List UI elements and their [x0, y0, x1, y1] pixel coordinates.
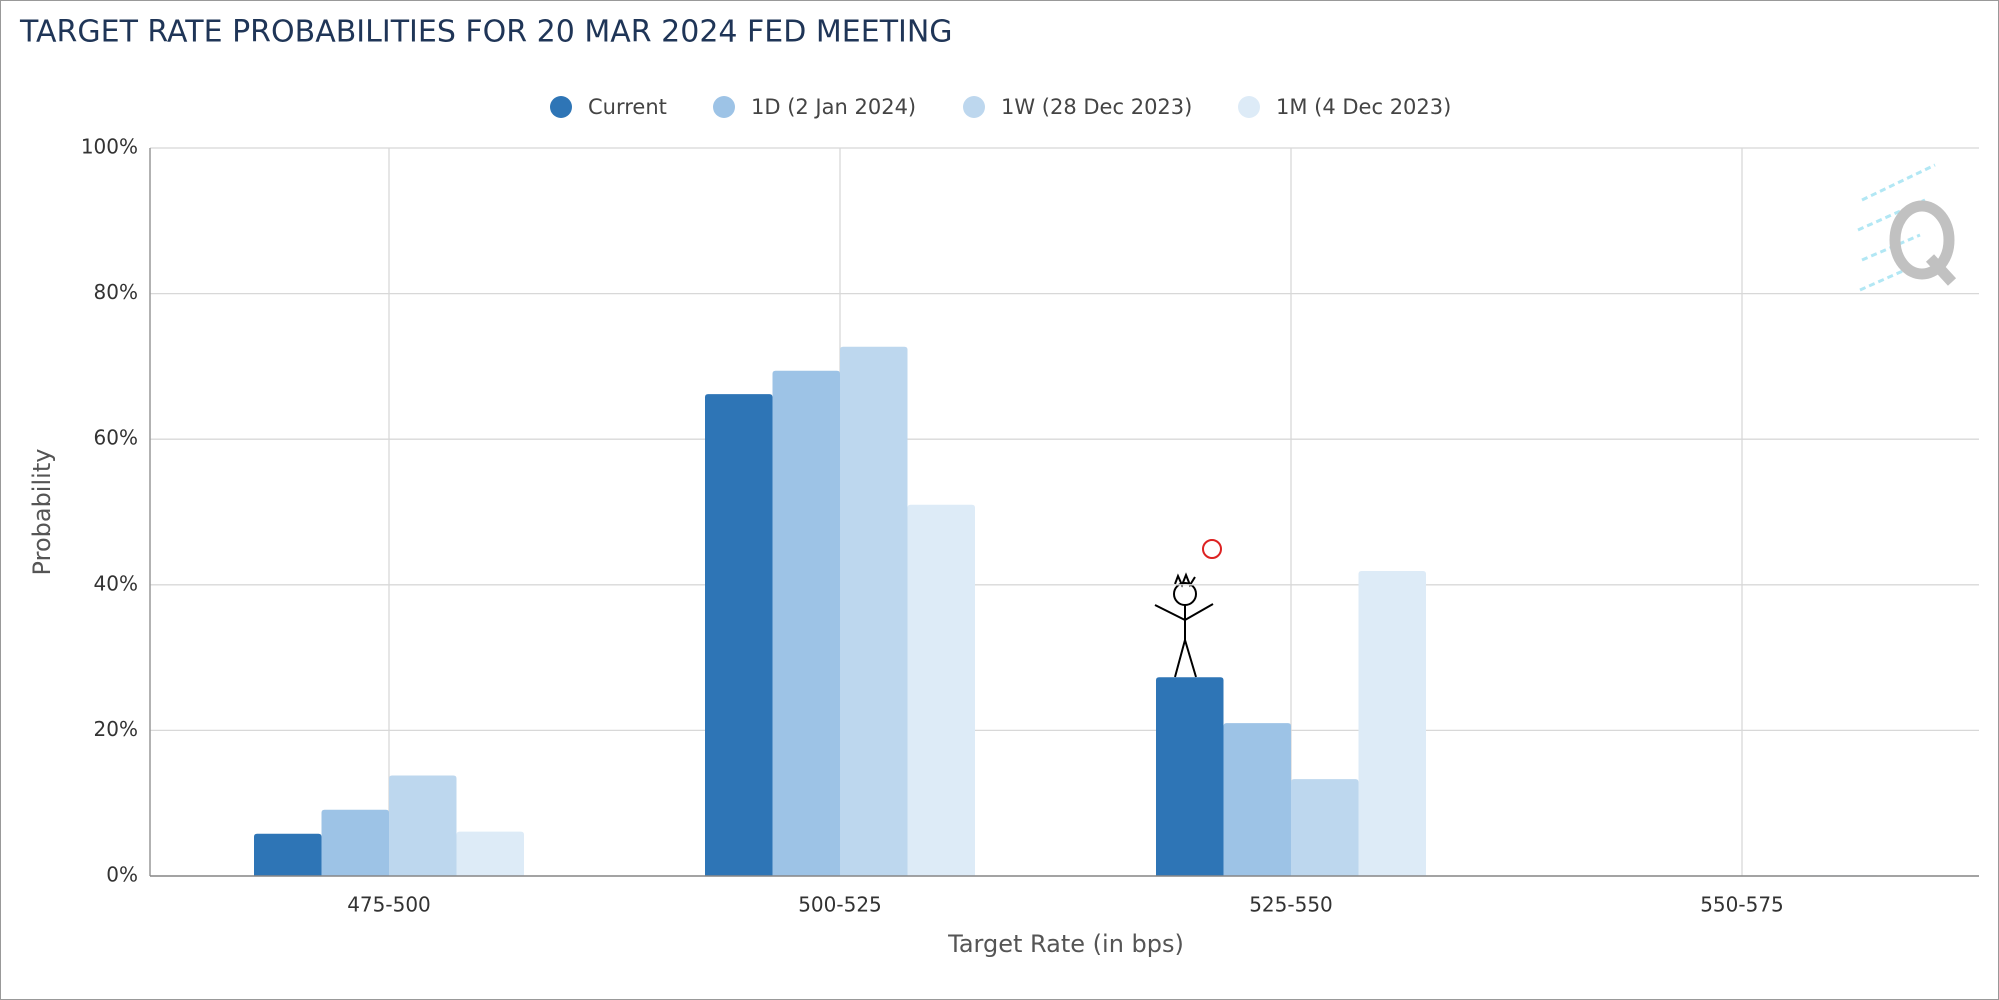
bar — [1223, 723, 1291, 876]
y-tick-label: 0% — [106, 863, 138, 887]
bar — [907, 504, 975, 876]
legend-label: 1D (2 Jan 2024) — [751, 95, 916, 119]
x-tick-label: 550-575 — [1700, 893, 1784, 917]
legend-label: 1M (4 Dec 2023) — [1276, 95, 1451, 119]
x-axis-title: Target Rate (in bps) — [947, 930, 1184, 958]
bar — [254, 833, 322, 876]
bar — [1291, 779, 1359, 876]
y-axis-title: Probability — [28, 449, 56, 576]
legend-marker — [713, 96, 735, 118]
legend-marker — [963, 96, 985, 118]
bar — [389, 775, 457, 876]
y-tick-label: 40% — [94, 571, 138, 595]
y-tick-label: 20% — [94, 717, 138, 741]
bar — [321, 809, 389, 876]
y-tick-label: 80% — [94, 280, 138, 304]
legend-marker — [550, 96, 572, 118]
logo — [1857, 163, 1957, 292]
bar — [1358, 570, 1426, 876]
x-tick-label: 500-525 — [798, 893, 882, 917]
x-tick-label: 525-550 — [1249, 893, 1333, 917]
bar — [456, 831, 524, 876]
bar — [705, 394, 773, 876]
bar — [840, 346, 908, 876]
y-tick-label: 100% — [81, 135, 138, 159]
x-tick-label: 475-500 — [347, 893, 431, 917]
legend-label: Current — [588, 95, 667, 119]
chart-title: TARGET RATE PROBABILITIES FOR 20 MAR 202… — [19, 15, 953, 50]
bar — [772, 370, 840, 876]
stick-figure — [1154, 539, 1222, 678]
legend-label: 1W (28 Dec 2023) — [1001, 95, 1192, 119]
bar — [1156, 677, 1224, 876]
y-tick-label: 60% — [94, 426, 138, 450]
legend-marker — [1238, 96, 1260, 118]
